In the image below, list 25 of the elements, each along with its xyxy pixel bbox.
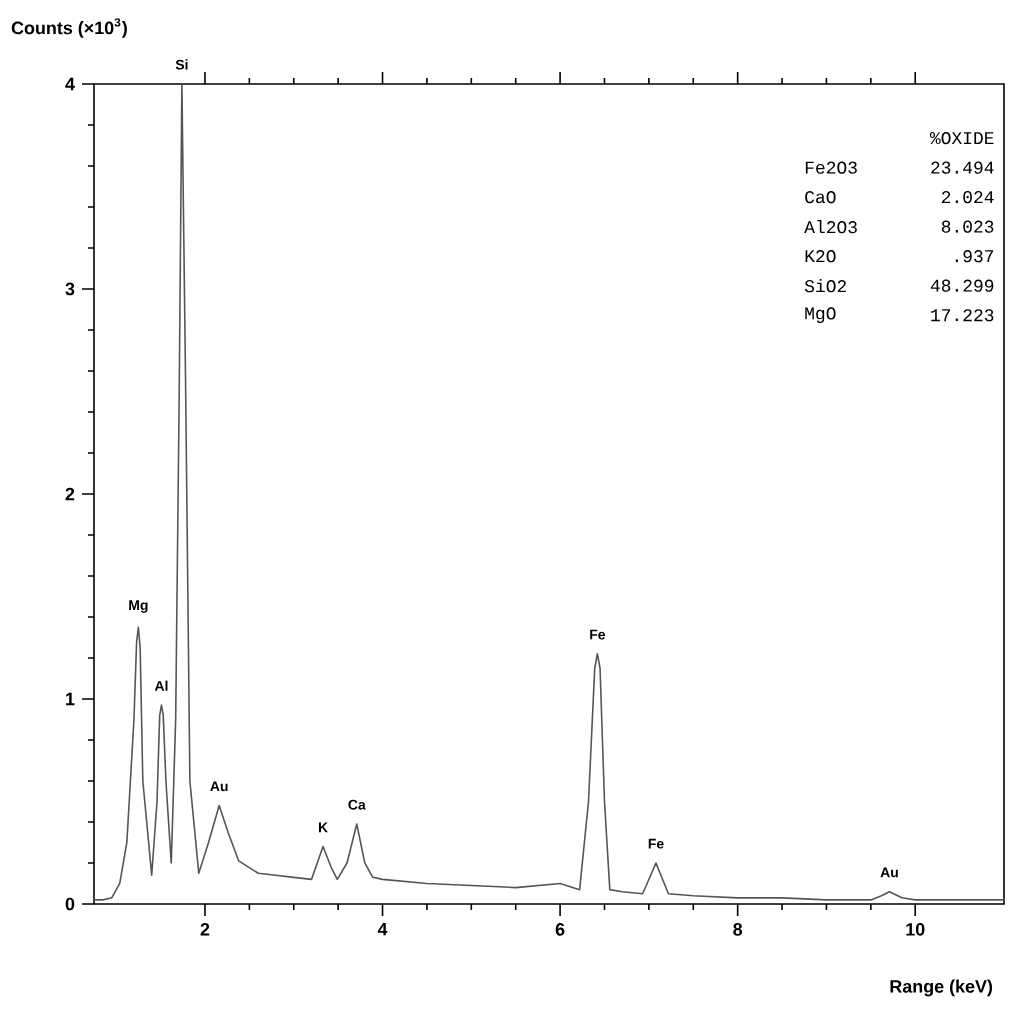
y-tick-label: 2 — [65, 487, 75, 501]
annotation: 8.023 — [941, 220, 994, 233]
y-tick-label: 0 — [65, 897, 75, 911]
annotation: K2O — [805, 250, 836, 263]
annotation: MgO — [805, 307, 836, 324]
y-tick-label: 3 — [65, 282, 75, 296]
x-tick-label: 10 — [906, 923, 925, 936]
annotation: 2.024 — [941, 191, 994, 204]
annotation: CaO — [805, 191, 836, 204]
x-tick-label: 4 — [377, 923, 388, 936]
annotation: %OXIDE — [929, 132, 994, 145]
annotation: 48.299 — [930, 279, 994, 292]
annotation: Al2O3 — [804, 220, 857, 234]
x-tick-label: 2 — [200, 923, 210, 936]
annotation: 17.223 — [931, 309, 994, 322]
x-axis-title: Range (keV) — [890, 979, 993, 997]
annotation: SiO2 — [804, 279, 846, 293]
annotation: .937 — [955, 250, 994, 263]
y-tick-label: 1 — [66, 692, 75, 706]
x-tick-label: 6 — [555, 923, 565, 936]
y-axis-title: Counts (×10$^{3}$) — [11, 18, 127, 38]
annotation: 23.494 — [931, 161, 994, 174]
annotation: Fe2O3 — [805, 161, 857, 174]
y-tick-label: 4 — [65, 77, 75, 91]
x-tick-label: 8 — [733, 923, 743, 936]
